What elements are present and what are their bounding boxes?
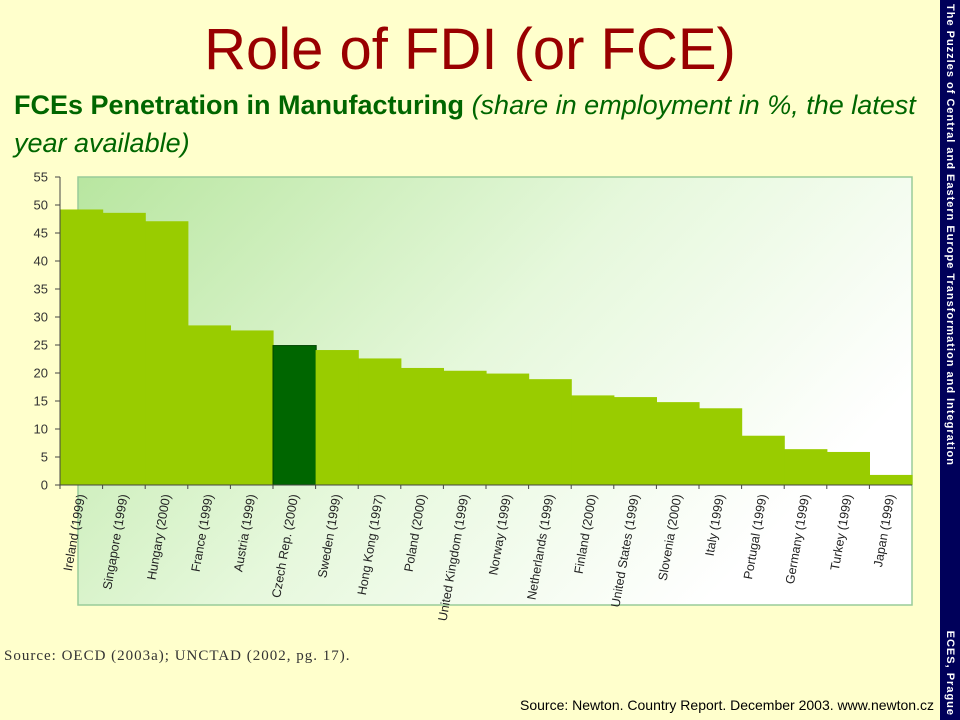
y-tick-label-9: 45 (34, 226, 48, 241)
bar-12 (571, 395, 615, 485)
bar-5 (272, 345, 317, 486)
chart-area: 0 5 10 15 20 25 30 35 40 45 50 55 Ireland (1999) Sin… (0, 165, 930, 645)
chart-subtitle: FCEs Penetration in Manufacturing (share… (14, 86, 924, 162)
footer-source: Source: Newton. Country Report. December… (520, 697, 934, 713)
subtitle-bold: FCEs Penetration in Manufacturing (14, 90, 465, 120)
y-tick-label-1: 5 (41, 450, 48, 465)
bar-3 (187, 325, 231, 485)
bar-17 (784, 449, 828, 485)
subtitle-italic: (share in employment in %, the latest ye… (14, 90, 916, 158)
bar-0 (60, 209, 104, 486)
y-tick-label-6: 30 (34, 310, 48, 325)
bar-16 (741, 435, 785, 485)
y-tick-label-11: 55 (34, 170, 48, 185)
y-tick-label-5: 25 (34, 338, 48, 353)
y-tick-label-4: 20 (34, 366, 48, 381)
y-tick-label-3: 15 (34, 394, 48, 409)
sidebar-text: The Puzzles of Central and Eastern Europ… (940, 0, 960, 720)
bar-13 (613, 397, 657, 485)
sidebar-course-title: The Puzzles of Central and Eastern Europ… (944, 4, 956, 466)
bar-11 (528, 379, 572, 485)
y-tick-label-7: 35 (34, 282, 48, 297)
sidebar-band: The Puzzles of Central and Eastern Europ… (940, 0, 960, 720)
y-tick-label-0: 0 (41, 478, 48, 493)
y-axis: 0 5 10 15 20 25 30 35 40 45 50 55 (34, 170, 912, 493)
y-tick-label-10: 50 (34, 198, 48, 213)
bar-8 (400, 367, 444, 485)
bar-7 (358, 358, 402, 485)
bar-19 (869, 474, 913, 485)
bar-4 (230, 330, 274, 485)
bar-18 (826, 451, 870, 485)
bar-2 (145, 221, 189, 486)
oecd-source-note: Source: OECD (2003a); UNCTAD (2002, pg. … (4, 648, 351, 664)
slide-title: Role of FDI (or FCE) (204, 17, 736, 82)
y-tick-label-2: 10 (34, 422, 48, 437)
y-tick-label-8: 40 (34, 254, 48, 269)
bar-14 (656, 402, 700, 485)
bars-group (60, 209, 913, 486)
bar-9 (443, 370, 487, 485)
bar-6 (315, 350, 359, 485)
bar-1 (102, 212, 146, 485)
bar-10 (486, 373, 530, 485)
sidebar-institution: ECES, Prague (944, 630, 956, 716)
bar-15 (699, 408, 743, 485)
